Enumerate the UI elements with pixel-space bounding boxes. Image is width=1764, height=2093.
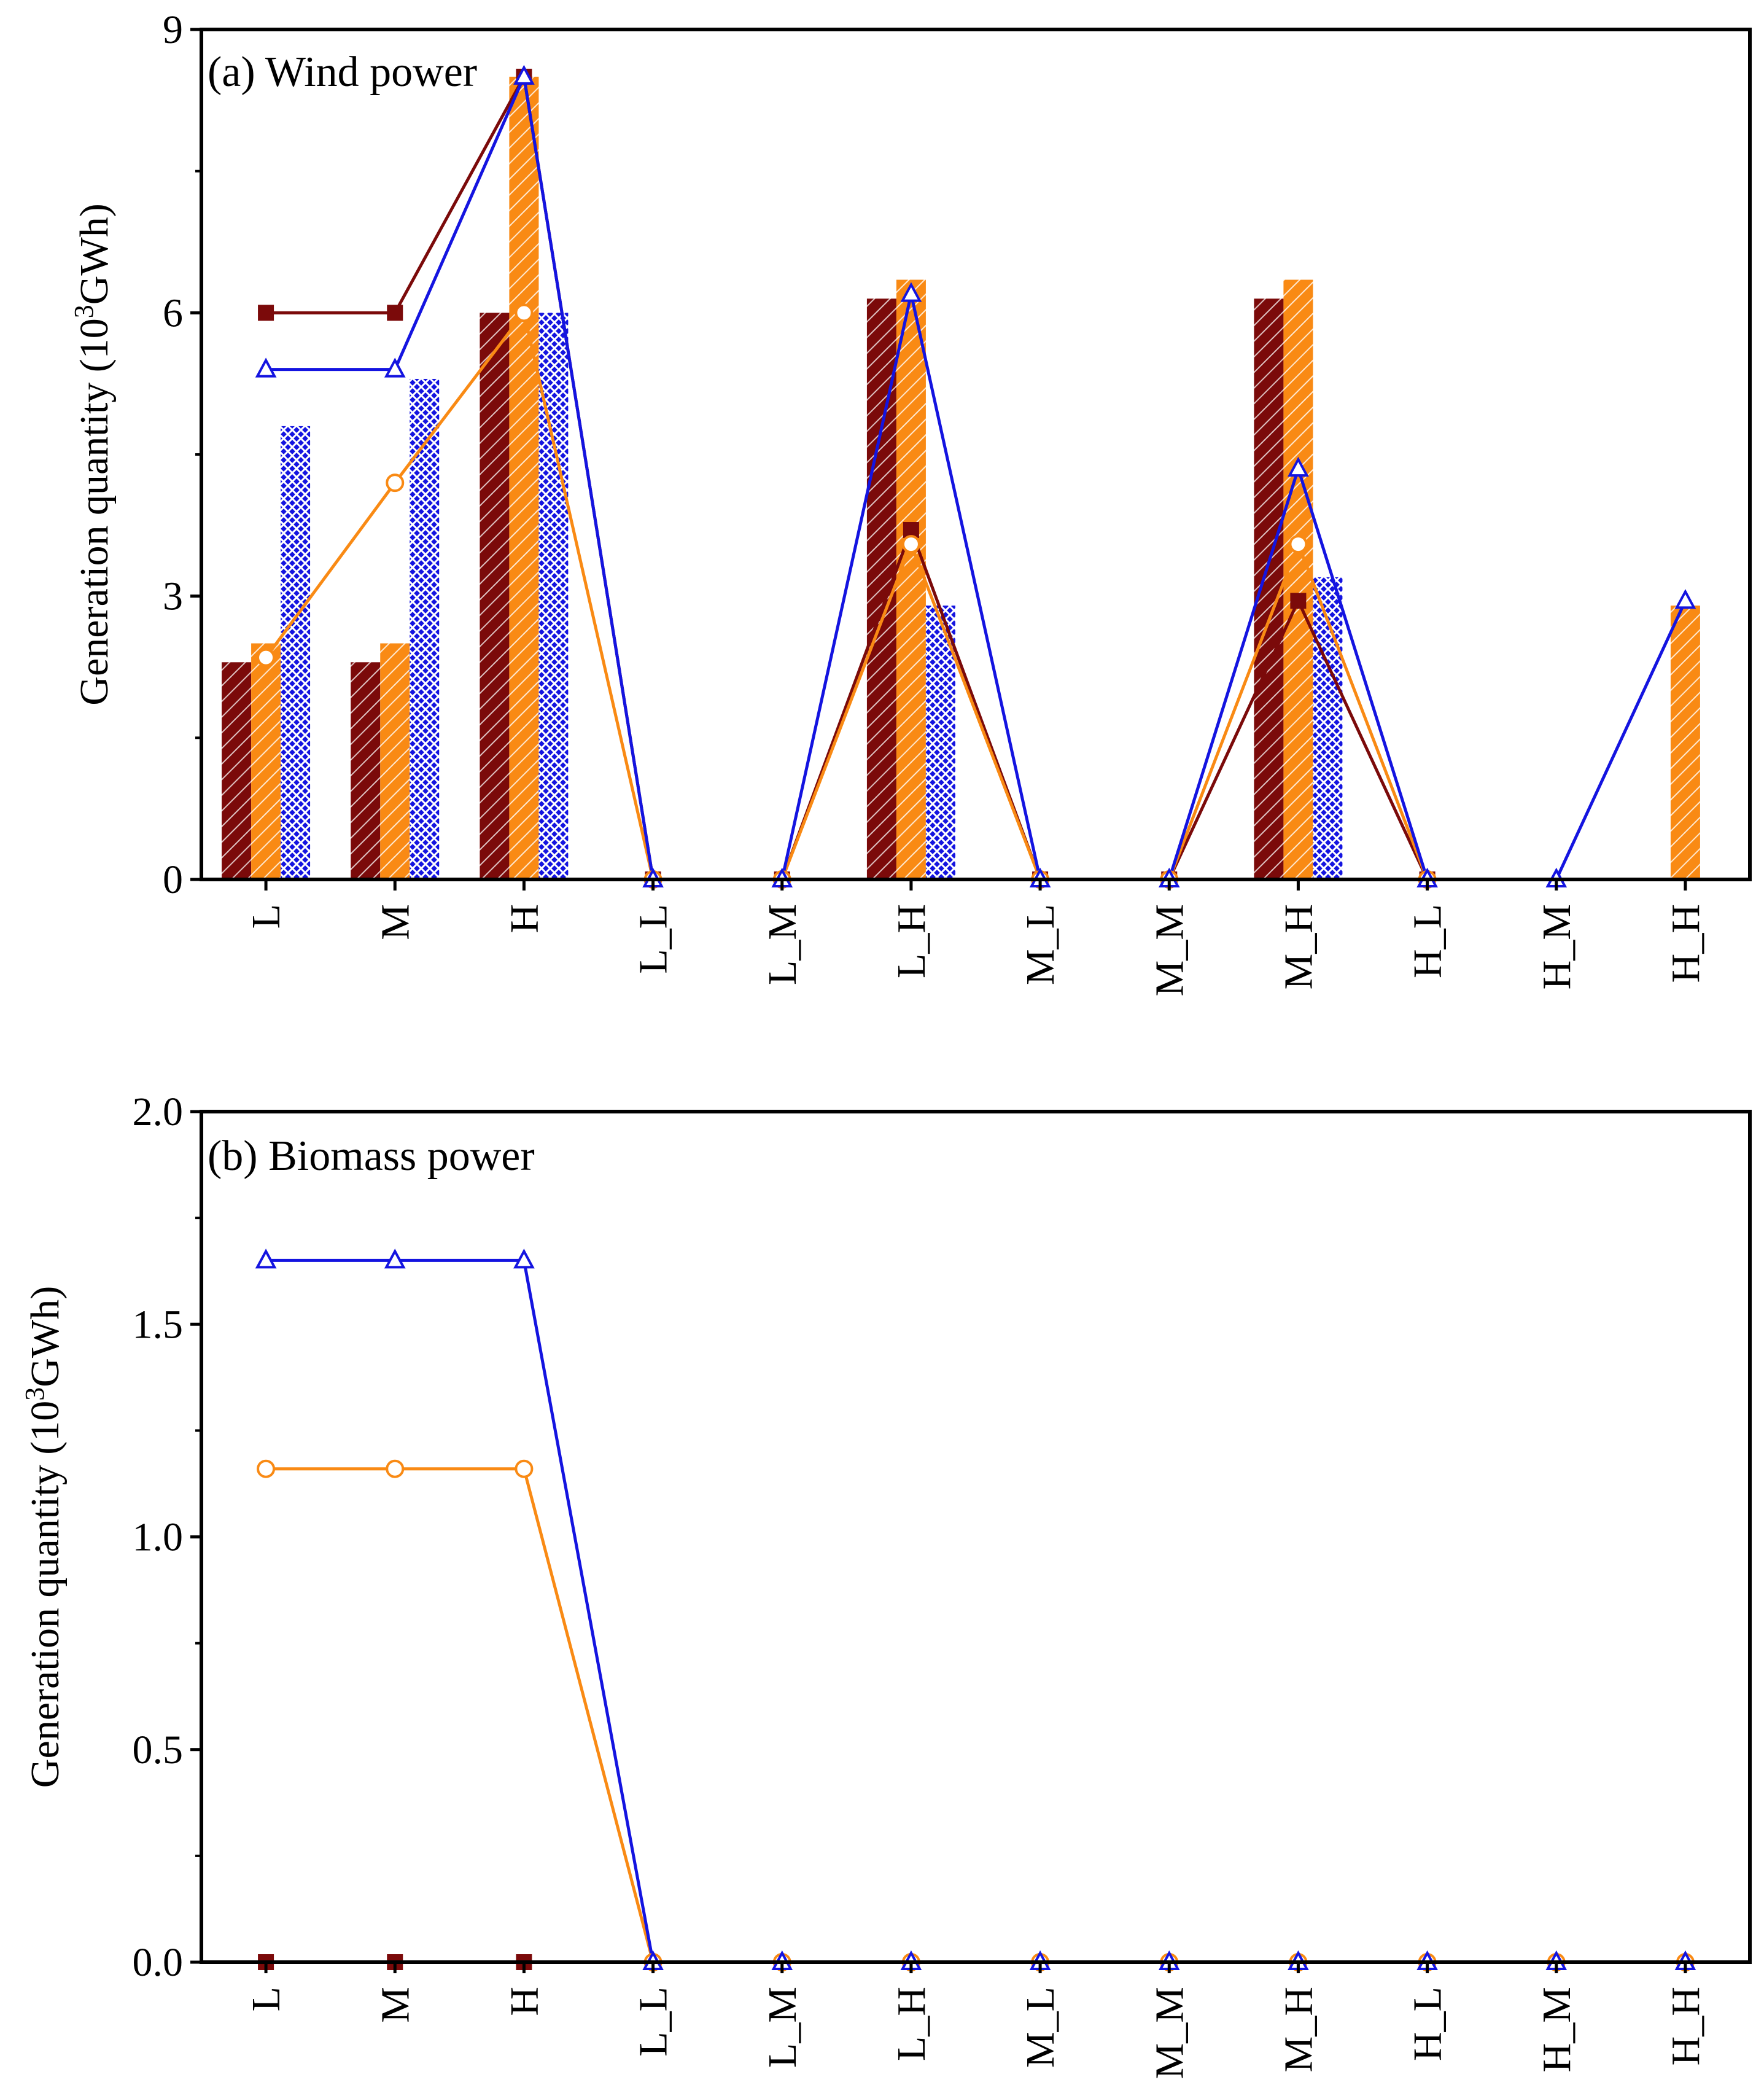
wind-line-circle — [265, 311, 1429, 881]
wind-line-square — [266, 75, 1429, 881]
wind-bar-1-h — [509, 76, 539, 879]
biomass-category-label-h: H — [502, 1987, 546, 2016]
wind-ylabel-sup: 3 — [69, 305, 99, 318]
biomass-point-triangle-h — [513, 1249, 535, 1269]
wind-ylabel-main: Generation quantity (10 — [72, 318, 117, 705]
biomass-category-label-l-l: L_L — [631, 1987, 676, 2057]
wind-y-tick-label: 3 — [163, 574, 183, 619]
wind-point-square-m — [387, 305, 403, 321]
wind-category-label-l-m: L_M — [760, 904, 805, 985]
wind-bar-1-h-h — [1670, 606, 1700, 879]
biomass-line-triangle — [266, 1258, 1685, 1964]
biomass-point-circle-m — [386, 1459, 405, 1478]
wind-axes: 0 3 6 9 L M H L_L L_M L_H M_L M_M M_H H_L H_M H_H — [163, 7, 1708, 996]
biomass-y-axis-title: Generation quantity (103GWh) — [20, 1286, 68, 1788]
biomass-ylabel-tail: GWh) — [23, 1286, 68, 1387]
wind-point-square-m-h — [1290, 593, 1307, 609]
biomass-point-circle-l — [257, 1459, 276, 1478]
wind-bar-0-m-h — [1254, 298, 1284, 879]
wind-category-label-m: M — [373, 904, 418, 940]
biomass-category-label-m-m: M_M — [1147, 1987, 1192, 2079]
biomass-category-label-h-m: H_M — [1534, 1987, 1579, 2072]
wind-bar-0-h — [480, 313, 510, 879]
biomass-point-circle-h — [515, 1459, 534, 1478]
wind-bar-2-m-h — [1313, 577, 1343, 879]
wind-category-label-m-m: M_M — [1147, 904, 1192, 996]
wind-power-panel: 0 3 6 9 L M H L_L L_M L_H M_L M_M M_H H_L H_M H_H (a) W… — [69, 7, 1752, 996]
biomass-lines — [255, 1249, 1696, 1971]
biomass-category-label-h-l: H_L — [1405, 1987, 1450, 2061]
wind-category-label-h-m: H_M — [1534, 904, 1579, 989]
wind-bars — [222, 76, 1700, 879]
wind-point-triangle-l — [255, 357, 277, 378]
wind-category-label-m-l: M_L — [1018, 904, 1063, 985]
biomass-panel-title: (b) Biomass power — [208, 1132, 535, 1180]
wind-point-triangle-m — [384, 357, 406, 378]
wind-point-circle-h — [515, 303, 534, 322]
biomass-y-tick-label: 2.0 — [133, 1089, 184, 1134]
wind-bar-2-l-h — [925, 606, 955, 879]
wind-point-triangle-l-h — [900, 282, 922, 302]
wind-category-label-h-l: H_L — [1405, 904, 1450, 978]
wind-bar-2-l — [281, 426, 311, 879]
wind-y-tick-label: 9 — [163, 7, 183, 52]
wind-bar-2-m — [410, 378, 440, 879]
biomass-axes: 0.0 0.5 1.0 1.5 2.0 L M H L_L L_M L_H M_L M_M M_H H_L H… — [133, 1089, 1708, 2079]
biomass-point-triangle-m — [384, 1249, 406, 1269]
wind-category-label-l-l: L_L — [631, 904, 676, 974]
wind-bar-1-m — [380, 643, 410, 879]
biomass-category-label-m: M — [373, 1987, 418, 2023]
biomass-category-label-l: L — [244, 1987, 289, 2011]
biomass-y-tick-label: 1.5 — [133, 1302, 184, 1347]
biomass-power-panel: 0.0 0.5 1.0 1.5 2.0 L M H L_L L_M L_H M_L M_M M_H H_L H… — [20, 1089, 1752, 2079]
biomass-y-tick-label: 0.0 — [133, 1940, 184, 1985]
wind-y-axis-title: Generation quantity (103GWh) — [69, 203, 117, 705]
wind-category-label-h-h: H_H — [1663, 904, 1708, 983]
wind-bar-2-h — [538, 313, 569, 879]
biomass-ylabel-main: Generation quantity (10 — [23, 1401, 68, 1788]
wind-point-circle-l — [257, 648, 276, 667]
biomass-point-triangle-l — [255, 1249, 277, 1269]
wind-category-label-m-h: M_H — [1276, 904, 1321, 989]
biomass-line-circle — [266, 1467, 1685, 1964]
biomass-category-label-m-h: M_H — [1276, 1987, 1321, 2072]
wind-category-label-l-h: L_H — [889, 904, 934, 978]
biomass-plot-frame — [200, 1110, 1752, 1964]
biomass-y-tick-label: 0.5 — [133, 1728, 184, 1772]
wind-y-tick-label: 0 — [163, 857, 183, 902]
wind-lines — [255, 64, 1696, 889]
wind-bar-1-l — [251, 643, 281, 879]
wind-panel-title: (a) Wind power — [208, 49, 477, 96]
wind-point-triangle-m-h — [1288, 456, 1309, 477]
wind-point-circle-m — [386, 474, 405, 493]
wind-line-triangle — [266, 75, 1687, 881]
wind-y-tick-label: 6 — [163, 290, 183, 335]
wind-category-label-l: L — [244, 904, 289, 929]
biomass-category-label-h-h: H_H — [1663, 1987, 1708, 2065]
biomass-y-tick-label: 1.0 — [133, 1515, 184, 1560]
wind-ylabel-tail: GWh) — [72, 203, 117, 305]
wind-bar-0-m — [351, 662, 381, 879]
wind-bar-0-l-h — [866, 298, 896, 879]
biomass-category-label-l-h: L_H — [889, 1987, 934, 2061]
wind-point-circle-m-h — [1289, 535, 1308, 554]
biomass-category-label-m-l: M_L — [1018, 1987, 1063, 2068]
biomass-category-label-l-m: L_M — [760, 1987, 805, 2068]
wind-bar-1-m-h — [1283, 279, 1313, 879]
wind-point-triangle-h — [513, 64, 535, 85]
biomass-ylabel-sup: 3 — [20, 1387, 50, 1401]
wind-point-triangle-h-h — [1674, 589, 1696, 609]
wind-point-circle-l-h — [901, 535, 920, 554]
wind-bar-1-l-h — [896, 279, 926, 879]
wind-bar-0-l — [222, 662, 252, 879]
wind-category-label-h: H — [502, 904, 546, 933]
wind-point-square-l — [258, 305, 274, 321]
